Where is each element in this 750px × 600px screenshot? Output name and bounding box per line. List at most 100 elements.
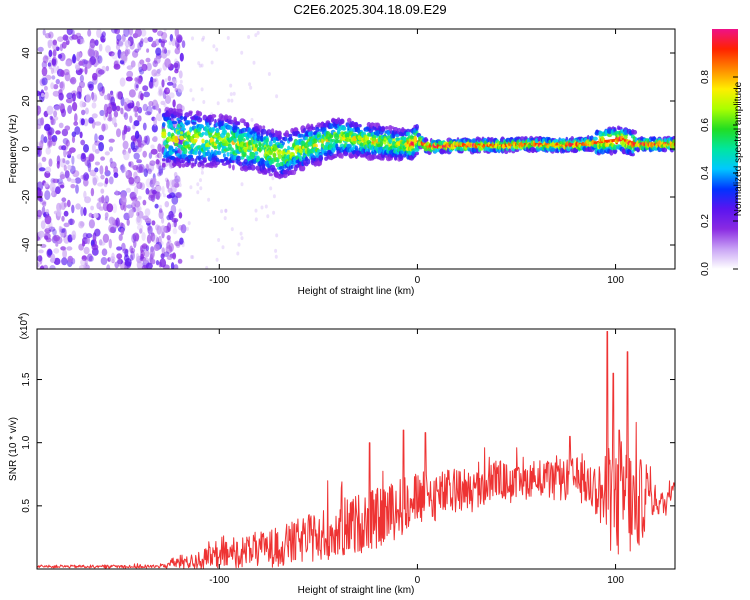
spectrogram-cell: [180, 127, 187, 131]
spectrogram-cell: [243, 147, 249, 153]
spectrogram-cell: [92, 143, 96, 153]
spectrogram-cell: [52, 178, 60, 184]
spectrogram-cell: [107, 117, 113, 122]
spectrogram-cell: [209, 117, 215, 122]
colorbar-tick-label: 0.2: [700, 214, 711, 228]
spectrogram-cell: [63, 210, 69, 217]
spectrogram-cell: [161, 185, 165, 195]
spectrogram-cell: [249, 85, 253, 90]
spectrogram-cell: [91, 244, 99, 251]
spectrogram-cell: [514, 148, 520, 153]
spectrogram-cell: [128, 177, 135, 185]
spectrogram-cell: [277, 153, 282, 160]
spectrogram-cell: [98, 43, 103, 52]
spectrogram-cell: [261, 159, 267, 167]
spectrogram-cell: [49, 265, 56, 269]
spectrogram-cell: [48, 49, 53, 58]
spectrogram-cell: [90, 187, 95, 197]
spectrogram-cell: [63, 202, 68, 208]
spectrogram-cell: [168, 120, 174, 125]
spectrogram-cell: [136, 164, 143, 174]
spectrogram-cell: [175, 191, 183, 199]
spectrogram-cell: [133, 239, 137, 249]
spectrogram-cell: [160, 253, 165, 259]
spectrogram-cell: [134, 175, 141, 184]
spectrogram-cell: [136, 224, 144, 231]
spectrogram-cell: [103, 111, 107, 121]
spectrogram-cell: [67, 105, 73, 114]
spectrogram-cell: [69, 218, 73, 226]
spectrogram-cell: [116, 128, 121, 138]
spectrogram-x-tick-label: -100: [209, 275, 229, 286]
spectrogram-cell: [205, 265, 209, 269]
spectrogram-cell: [83, 144, 89, 153]
spectrogram-cell: [187, 120, 191, 125]
spectrogram-cell: [108, 216, 115, 225]
colorbar-tick-label: 0.6: [700, 118, 711, 132]
spectrogram-cell: [274, 248, 278, 253]
spectrogram-cell: [124, 40, 131, 48]
spectrogram-cell: [226, 152, 230, 157]
spectrogram-cell: [208, 120, 212, 126]
spectrogram-cell: [104, 177, 109, 185]
spectrogram-cell: [164, 201, 170, 208]
spectrogram-cell: [265, 137, 269, 144]
spectrogram-cell: [137, 61, 142, 70]
spectrogram-cell: [423, 138, 429, 142]
spectrogram-cell: [125, 187, 131, 193]
spectrogram-cell: [354, 123, 359, 128]
spectrogram-cell: [140, 38, 144, 44]
spectrogram-cell: [140, 29, 147, 37]
spectrogram-cell: [298, 133, 304, 138]
snr-y-label: SNR (10 * v/v): [8, 417, 19, 481]
spectrogram-cell: [190, 157, 195, 162]
spectrogram-cell: [200, 63, 204, 68]
spectrogram-cell: [145, 262, 153, 269]
spectrogram-cell: [179, 52, 184, 62]
spectrogram-cell: [254, 208, 258, 213]
spectrogram-cell: [263, 168, 268, 175]
spectrogram-cell: [348, 127, 354, 132]
spectrogram-y-tick-label: 0: [21, 146, 32, 152]
spectrogram-cell: [191, 36, 194, 41]
spectrogram-cell: [41, 60, 48, 69]
spectrogram-cell: [75, 203, 81, 210]
spectrogram-cell: [286, 150, 291, 155]
spectrogram-cell: [177, 104, 181, 109]
spectrogram-cell: [343, 150, 349, 157]
spectrogram-cell: [126, 218, 130, 226]
spectrogram-cell: [97, 69, 105, 75]
spectrogram-cell: [181, 40, 186, 48]
spectrogram-cell: [269, 186, 273, 191]
spectrogram-cell: [44, 123, 51, 131]
spectrogram-cell: [85, 93, 91, 104]
spectrogram-cell: [130, 135, 137, 142]
spectrogram-cell: [102, 233, 110, 243]
spectrogram-cell: [64, 143, 69, 151]
spectrogram-cell: [123, 101, 128, 111]
spectrogram-cell: [39, 265, 45, 269]
spectrogram-cell: [43, 182, 49, 188]
spectrogram-cell: [96, 202, 101, 210]
spectrogram-cell: [119, 59, 125, 65]
spectrogram-cell: [172, 227, 178, 235]
spectrogram-cell: [60, 69, 65, 77]
spectrogram-cell: [106, 106, 113, 114]
spectrogram-cell: [82, 240, 86, 247]
spectrogram-cell: [177, 258, 183, 264]
spectrogram-cell: [272, 140, 276, 144]
spectrogram-cell: [358, 124, 362, 128]
spectrogram-cell: [104, 212, 109, 219]
spectrogram-cell: [311, 126, 316, 131]
spectrogram-cell: [128, 147, 132, 154]
spectrogram-cell: [168, 210, 174, 221]
spectrogram-cell: [662, 147, 668, 153]
spectrogram-cell: [156, 112, 163, 122]
spectrogram-cell: [163, 193, 166, 198]
spectrogram-cell: [200, 87, 204, 92]
spectrogram-cell: [196, 190, 200, 195]
spectrogram-cell: [142, 199, 147, 206]
spectrogram-cell: [162, 46, 167, 54]
spectrogram-cell: [56, 209, 62, 217]
spectrogram-cell: [86, 159, 92, 168]
